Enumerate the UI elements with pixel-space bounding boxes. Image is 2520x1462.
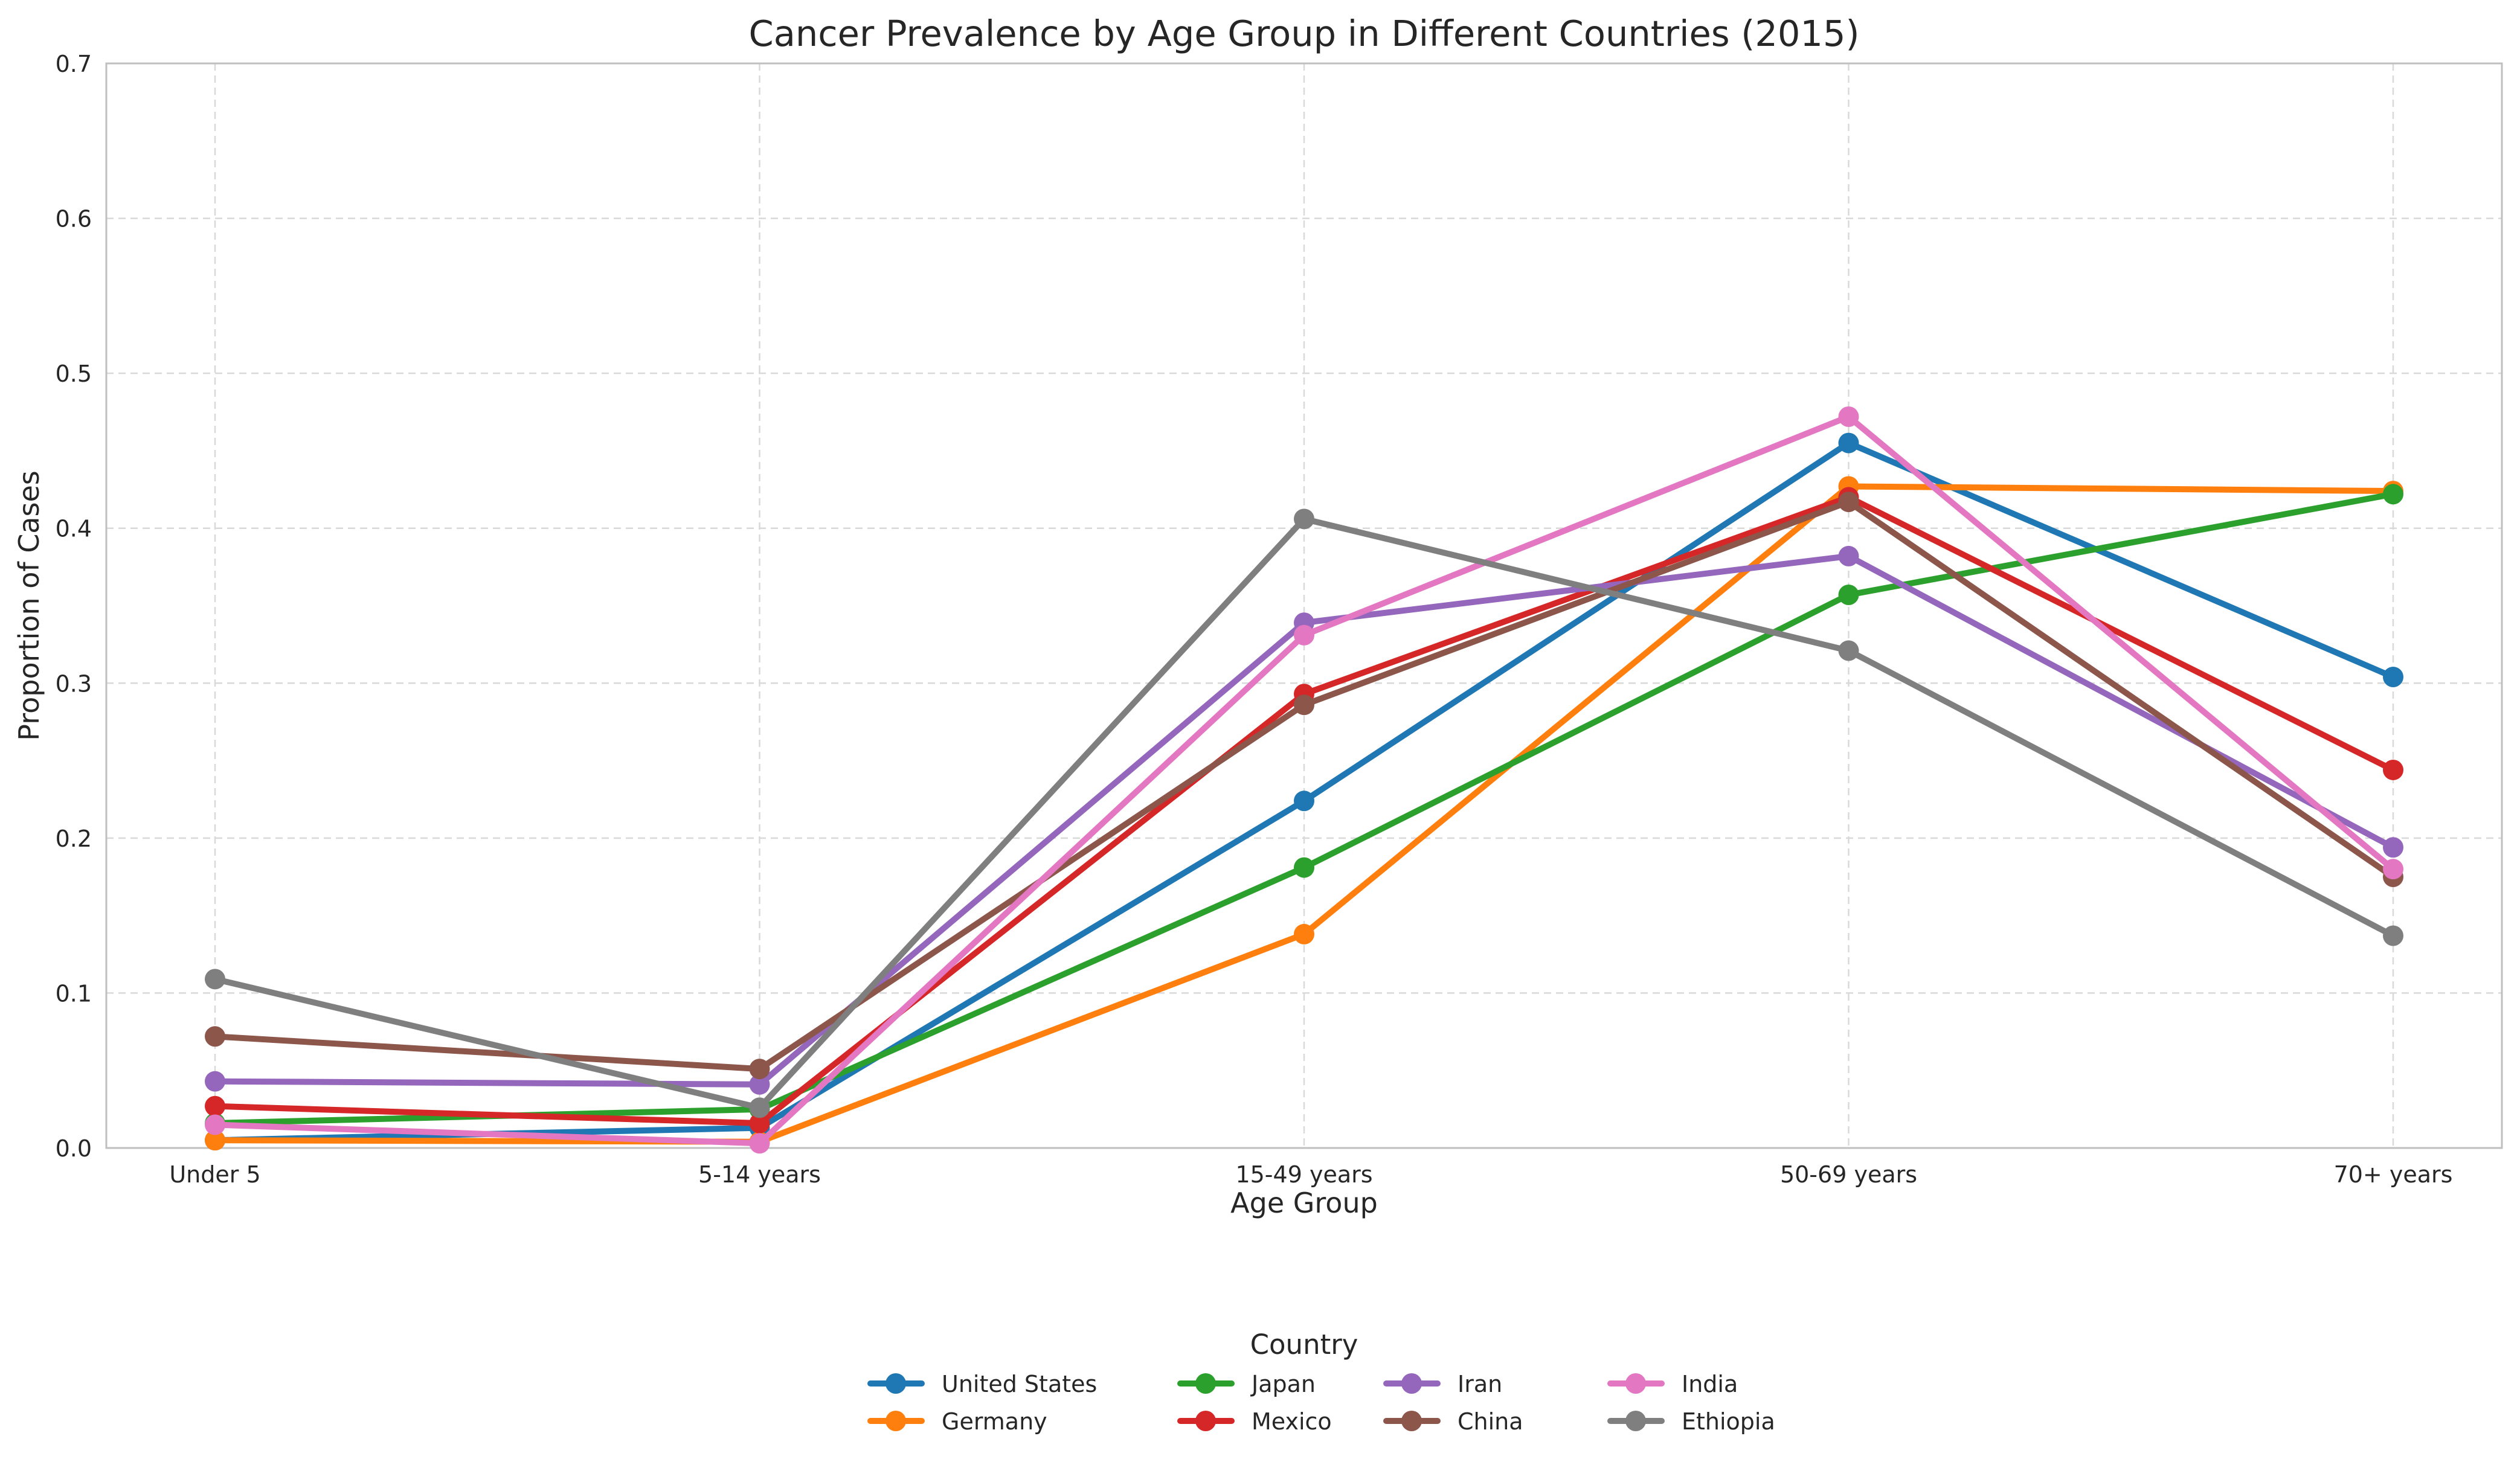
chart-title: Cancer Prevalence by Age Group in Differ… — [749, 13, 1860, 54]
data-point — [749, 1133, 770, 1154]
legend-item: United States — [867, 1371, 1097, 1397]
data-point — [749, 1097, 770, 1118]
data-point — [2383, 759, 2403, 780]
data-point — [1294, 624, 1314, 646]
data-point — [2383, 925, 2403, 946]
y-axis-ticks: 0.0 0.1 0.2 0.3 0.4 0.5 0.6 0.7 — [56, 51, 92, 1162]
data-point — [749, 1059, 770, 1080]
data-point — [205, 1026, 225, 1047]
legend-item: Japan — [1177, 1371, 1316, 1397]
x-tick-label: 50-69 years — [1780, 1161, 1917, 1188]
grid — [106, 62, 2502, 1149]
legend-marker — [1625, 1411, 1646, 1431]
legend-marker — [1625, 1373, 1646, 1394]
y-tick-label: 0.0 — [56, 1135, 92, 1162]
legend-item: India — [1607, 1371, 1738, 1397]
legend-marker — [886, 1411, 906, 1431]
data-point — [1294, 923, 1314, 944]
legend-label: Mexico — [1252, 1408, 1332, 1435]
y-tick-label: 0.3 — [56, 670, 92, 697]
legend-label: Germany — [942, 1408, 1047, 1435]
data-point — [205, 1130, 225, 1151]
data-point — [1838, 545, 1859, 566]
data-point — [1294, 508, 1314, 530]
data-point — [1838, 640, 1859, 661]
legend-item: China — [1383, 1408, 1523, 1435]
x-tick-label: 70+ years — [2334, 1161, 2453, 1188]
legend-marker — [1401, 1373, 1422, 1394]
legend-item: Ethiopia — [1607, 1408, 1775, 1435]
data-point — [1294, 694, 1314, 716]
data-point — [2383, 667, 2403, 688]
data-point — [1838, 585, 1859, 606]
x-tick-label: Under 5 — [169, 1161, 260, 1188]
series-india — [205, 406, 2403, 1154]
x-axis-ticks: Under 5 5-14 years 15-49 years 50-69 years 7… — [169, 1161, 2452, 1188]
legend-label: Iran — [1458, 1371, 1502, 1397]
legend-item: Mexico — [1177, 1408, 1332, 1435]
plot-frame — [105, 62, 2503, 1149]
x-tick-label: 15-49 years — [1235, 1161, 1372, 1188]
data-point — [205, 1095, 225, 1117]
y-tick-label: 0.5 — [56, 361, 92, 387]
y-tick-label: 0.2 — [56, 826, 92, 852]
legend-label: Ethiopia — [1682, 1408, 1775, 1435]
legend-marker — [1401, 1411, 1422, 1431]
data-point — [1838, 432, 1859, 454]
series-layer — [205, 406, 2403, 1154]
data-point — [205, 1114, 225, 1135]
y-tick-label: 0.4 — [56, 516, 92, 542]
data-point — [749, 1112, 770, 1133]
data-point — [205, 969, 225, 990]
series-china — [205, 492, 2403, 1080]
data-point — [2383, 484, 2403, 505]
series-ethiopia — [205, 508, 2403, 1118]
legend-marker — [1195, 1373, 1216, 1394]
legend-label: India — [1682, 1371, 1738, 1397]
data-point — [205, 1071, 225, 1092]
y-tick-label: 0.7 — [56, 51, 92, 77]
legend-title: Country — [1250, 1329, 1358, 1361]
y-tick-label: 0.1 — [56, 980, 92, 1007]
data-point — [1294, 790, 1314, 812]
data-point — [749, 1074, 770, 1095]
y-tick-label: 0.6 — [56, 206, 92, 232]
y-axis-label: Proportion of Cases — [13, 470, 45, 740]
legend-item: Germany — [867, 1408, 1047, 1435]
data-point — [1838, 406, 1859, 427]
x-axis-label: Age Group — [1230, 1187, 1378, 1219]
legend-label: United States — [942, 1371, 1097, 1397]
x-tick-label: 5-14 years — [698, 1161, 821, 1188]
legend: Country United States Germany Japan Mexico I… — [867, 1329, 1775, 1435]
legend-label: Japan — [1250, 1371, 1316, 1397]
legend-item: Iran — [1383, 1371, 1502, 1397]
data-point — [1838, 492, 1859, 513]
legend-marker — [886, 1373, 906, 1394]
legend-marker — [1195, 1411, 1216, 1431]
data-point — [2383, 859, 2403, 880]
legend-label: China — [1458, 1408, 1523, 1435]
data-point — [2383, 837, 2403, 858]
data-point — [1294, 857, 1314, 878]
